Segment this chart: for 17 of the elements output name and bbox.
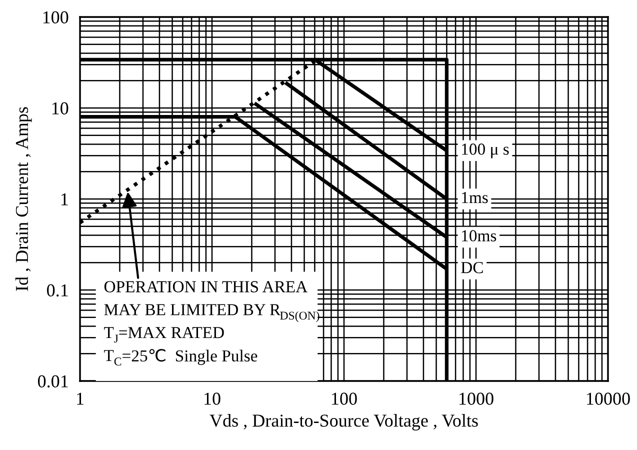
x-tick-label: 10000	[587, 392, 630, 405]
annotation: OPERATION IN THIS AREA	[104, 281, 308, 292]
series-label: DC	[461, 262, 483, 274]
x-tick-label: 10	[204, 392, 220, 405]
x-tick-label: 1	[77, 392, 84, 405]
series-label: 1ms	[462, 192, 488, 204]
y-tick-label: 0.1	[47, 284, 68, 297]
x-tick-label: 100	[332, 392, 357, 405]
y-tick-label: 1	[61, 193, 68, 206]
y-tick-label: 0.01	[38, 375, 68, 388]
series-label: 100 μ s	[462, 144, 509, 158]
x-axis-title: Vds , Drain-to-Source Voltage , Volts	[210, 414, 478, 430]
y-tick-label: 10	[52, 102, 68, 114]
series-label: 10ms	[462, 230, 496, 242]
y-axis-title: Id , Drain Current , Amps	[15, 107, 32, 291]
x-tick-label: 1000	[460, 392, 494, 405]
y-tick-label: 100	[43, 11, 68, 24]
